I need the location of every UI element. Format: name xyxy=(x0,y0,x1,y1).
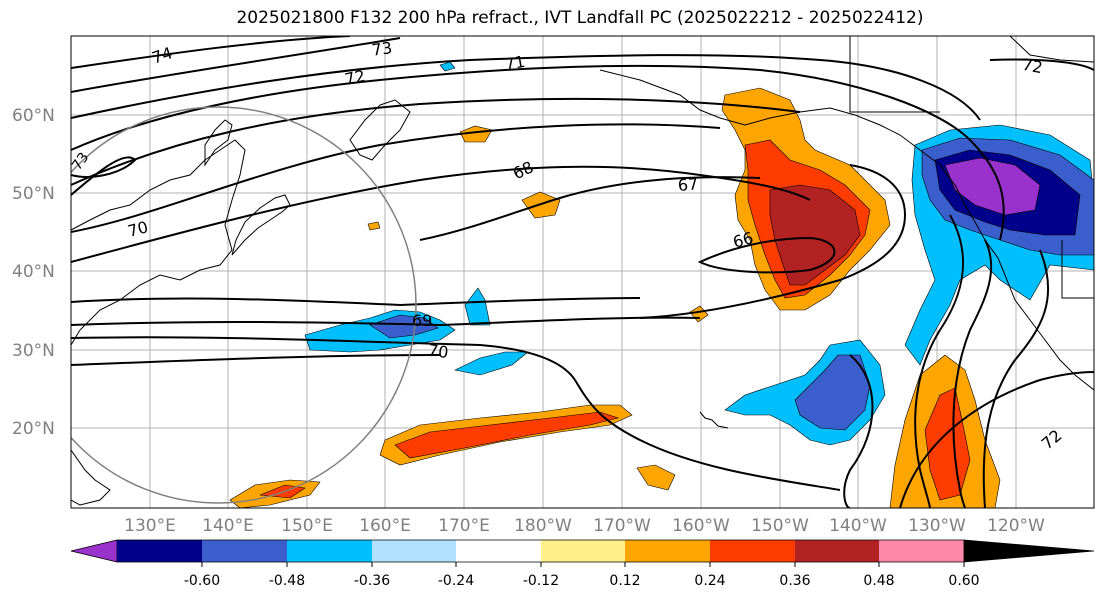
colorbar-tick-label: 0.36 xyxy=(779,573,810,589)
colorbar-tick-label: -0.60 xyxy=(184,573,220,589)
lon-label: 170°E xyxy=(438,516,490,536)
contour-label: 73 xyxy=(371,38,394,60)
lon-label: 150°W xyxy=(751,516,809,536)
colorbar-tick-label: 0.12 xyxy=(609,573,640,589)
negative-anomaly-subtropical-pacific xyxy=(724,339,886,446)
colorbar-segment xyxy=(117,540,202,562)
colorbar-segment xyxy=(879,540,964,562)
latitude-labels: 60°N 50°N 40°N 30°N 20°N xyxy=(12,106,55,439)
colorbar-tick-label: 0.48 xyxy=(863,573,894,589)
colorbar-tick-label: 0.24 xyxy=(694,573,725,589)
lat-label: 30°N xyxy=(12,341,55,361)
colorbar-segment xyxy=(202,540,287,562)
height-contours xyxy=(71,36,1094,508)
lon-label: 130°E xyxy=(124,516,176,536)
lat-label: 60°N xyxy=(12,106,55,126)
contour-label: 70 xyxy=(427,340,450,362)
colorbar-segment xyxy=(456,540,541,562)
colorbar-tick-label: -0.48 xyxy=(269,573,305,589)
negative-anomaly-pacific-northwest xyxy=(904,124,1094,366)
colorbar-segment xyxy=(625,540,710,562)
colorbar-segment xyxy=(287,540,372,562)
colorbar-tick-label: -0.12 xyxy=(523,573,559,589)
contour-labels: 74 73 72 71 72 70 68 67 66 69 70 72 73 xyxy=(71,38,1066,454)
lon-label: 150°E xyxy=(281,516,333,536)
colorbar-tick-label: -0.24 xyxy=(438,573,474,589)
lon-label: 120°W xyxy=(987,516,1045,536)
colorbar: -0.60 -0.48 -0.36 -0.24 -0.12 0.12 0.24 … xyxy=(70,539,1095,589)
colorbar-extend-high xyxy=(963,539,1095,563)
colorbar-segment xyxy=(795,540,879,562)
colorbar-segment xyxy=(541,540,625,562)
lon-label: 160°W xyxy=(672,516,730,536)
contour-label: 72 xyxy=(1038,426,1066,454)
contour-label: 72 xyxy=(343,66,367,89)
longitude-labels: 130°E 140°E 150°E 160°E 170°E 180°W 170°… xyxy=(124,516,1045,536)
lat-label: 40°N xyxy=(12,262,55,282)
contour-label: 67 xyxy=(677,174,699,195)
contour-label: 70 xyxy=(126,217,151,241)
colorbar-tick-label: -0.36 xyxy=(354,573,390,589)
map-area: 74 73 72 71 72 70 68 67 66 69 70 72 73 xyxy=(71,36,1094,508)
lon-label: 140°E xyxy=(202,516,254,536)
coastlines xyxy=(71,36,1094,506)
lon-label: 140°W xyxy=(829,516,887,536)
lon-label: 160°E xyxy=(359,516,411,536)
contour-label: 66 xyxy=(731,228,756,252)
lon-label: 130°W xyxy=(908,516,966,536)
lat-label: 50°N xyxy=(12,184,55,204)
colorbar-tick-label: 0.60 xyxy=(948,573,979,589)
lon-label: 170°W xyxy=(593,516,651,536)
colorbar-extend-low xyxy=(70,539,118,563)
contour-label: 71 xyxy=(503,52,526,74)
contour-label: 72 xyxy=(1021,55,1044,77)
map-title: 2025021800 F132 200 hPa refract., IVT La… xyxy=(236,8,924,28)
contour-label: 68 xyxy=(510,157,536,183)
contour-label: 74 xyxy=(150,43,175,67)
colorbar-segment xyxy=(710,540,795,562)
lon-label: 180°W xyxy=(514,516,572,536)
lat-label: 20°N xyxy=(12,419,55,439)
map-frame xyxy=(70,35,1095,509)
region-circle xyxy=(71,106,417,504)
colorbar-segment xyxy=(372,540,456,562)
contour-label: 69 xyxy=(412,311,432,330)
